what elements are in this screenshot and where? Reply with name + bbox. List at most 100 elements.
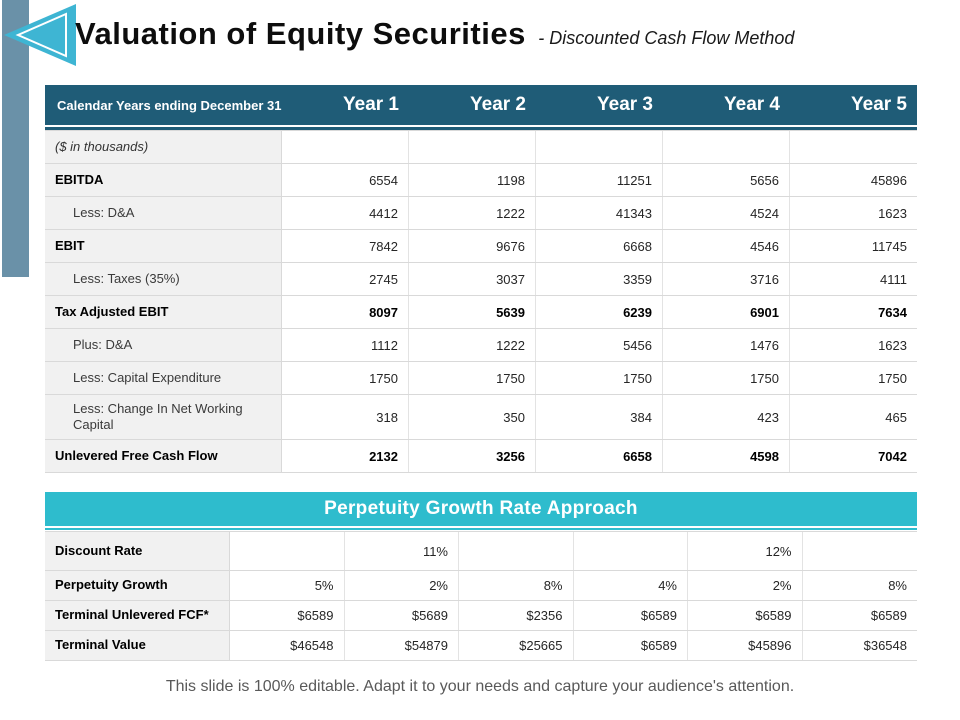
year-column-header: Year 3 (597, 94, 653, 115)
table-cell (230, 532, 345, 570)
page-subtitle: - Discounted Cash Flow Method (538, 28, 795, 48)
table-row: Less: D&A 4412 1222 41343 4524 1623 (45, 197, 917, 230)
table-row: ($ in thousands) (45, 130, 917, 164)
table-cell: 11251 (536, 164, 663, 196)
row-label: Less: Capital Expenditure (45, 362, 282, 394)
row-label: Less: Change In Net Working Capital (45, 395, 282, 439)
table-row: Less: Taxes (35%) 2745 3037 3359 3716 4111 (45, 263, 917, 296)
table-cell: 6239 (536, 296, 663, 328)
table-cell: $54879 (344, 631, 459, 660)
table-cell: $46548 (230, 631, 345, 660)
table-cell: 3716 (663, 263, 790, 295)
table-cell: $6589 (688, 601, 803, 630)
year-column-header: Year 5 (851, 94, 907, 115)
table-cell: 6901 (663, 296, 790, 328)
table-cell: 2% (344, 571, 459, 600)
table-cell: 11745 (790, 230, 917, 262)
row-label: Less: D&A (45, 197, 282, 229)
table-cell (409, 131, 536, 163)
header-accent-line (45, 125, 917, 130)
table-row: Terminal Unlevered FCF* $6589 $5689 $2356 $6… (45, 601, 917, 631)
table-cell: 1112 (282, 329, 409, 361)
table-cell: 1750 (663, 362, 790, 394)
dcf-header-label: Calendar Years ending December 31 (57, 97, 282, 113)
table-cell: 2% (688, 571, 803, 600)
row-label: Perpetuity Growth (45, 571, 230, 600)
table-cell: 12% (688, 532, 803, 570)
table-row: Plus: D&A 1112 1222 5456 1476 1623 (45, 329, 917, 362)
perpetuity-table-body: Discount Rate 11% 12% Perpetuity Growth 5% 2%… (45, 531, 917, 661)
table-cell: $6589 (573, 601, 688, 630)
title-block: Valuation of Equity Securities - Discoun… (75, 16, 940, 52)
left-arrow-icon (3, 3, 77, 74)
table-row: Less: Capital Expenditure 1750 1750 1750 175… (45, 362, 917, 395)
table-cell: $25665 (459, 631, 574, 660)
table-cell: 2132 (282, 440, 409, 472)
table-cell: 41343 (536, 197, 663, 229)
table-cell: 1222 (409, 197, 536, 229)
table-cell (573, 532, 688, 570)
table-cell: 1623 (790, 329, 917, 361)
dcf-table-header-row: Calendar Years ending December 31 Year 1… (45, 85, 917, 125)
table-cell: 6554 (282, 164, 409, 196)
footer-note: This slide is 100% editable. Adapt it to… (165, 678, 795, 695)
table-cell (282, 131, 409, 163)
year-column-header: Year 4 (724, 94, 780, 115)
row-label: EBIT (45, 230, 282, 262)
table-cell: 3037 (409, 263, 536, 295)
table-cell: 4% (573, 571, 688, 600)
table-cell: 3256 (409, 440, 536, 472)
table-cell: 1750 (409, 362, 536, 394)
table-row: EBITDA 6554 1198 11251 5656 45896 (45, 164, 917, 197)
table-cell: $6589 (230, 601, 345, 630)
table-cell: 4598 (663, 440, 790, 472)
row-label: Less: Taxes (35%) (45, 263, 282, 295)
row-label: Plus: D&A (45, 329, 282, 361)
table-cell: 7042 (790, 440, 917, 472)
table-cell: 9676 (409, 230, 536, 262)
page-title: Valuation of Equity Securities (75, 16, 526, 51)
table-cell: 1198 (409, 164, 536, 196)
perpetuity-table: Perpetuity Growth Rate Approach Discount… (45, 492, 917, 661)
table-cell: 4546 (663, 230, 790, 262)
year-column-header: Year 2 (470, 94, 526, 115)
table-cell: 5% (230, 571, 345, 600)
perpetuity-band-title: Perpetuity Growth Rate Approach (45, 492, 917, 528)
table-cell: 8% (802, 571, 917, 600)
table-cell: 45896 (790, 164, 917, 196)
table-cell (663, 131, 790, 163)
table-cell: 1750 (790, 362, 917, 394)
table-cell: 7634 (790, 296, 917, 328)
table-cell: 4412 (282, 197, 409, 229)
row-label: Unlevered Free Cash Flow (45, 440, 282, 472)
table-cell: 7842 (282, 230, 409, 262)
table-cell: $6589 (802, 601, 917, 630)
table-cell: 5639 (409, 296, 536, 328)
table-row: EBIT 7842 9676 6668 4546 11745 (45, 230, 917, 263)
table-row: Perpetuity Growth 5% 2% 8% 4% 2% 8% (45, 571, 917, 601)
table-cell: 2745 (282, 263, 409, 295)
table-cell: 465 (790, 395, 917, 439)
table-cell (790, 131, 917, 163)
table-cell: 1476 (663, 329, 790, 361)
table-cell: 318 (282, 395, 409, 439)
table-row: Terminal Value $46548 $54879 $25665 $6589 $45… (45, 631, 917, 661)
row-label: ($ in thousands) (45, 131, 282, 163)
table-cell: 350 (409, 395, 536, 439)
table-cell: $6589 (573, 631, 688, 660)
table-cell: 11% (344, 532, 459, 570)
table-cell: $5689 (344, 601, 459, 630)
table-cell (536, 131, 663, 163)
side-accent-bar (2, 0, 29, 277)
table-row: Unlevered Free Cash Flow 2132 3256 6658 4598… (45, 440, 917, 473)
table-cell: 1750 (282, 362, 409, 394)
table-cell: $45896 (688, 631, 803, 660)
table-cell: 3359 (536, 263, 663, 295)
row-label: Discount Rate (45, 532, 230, 570)
year-column-header: Year 1 (343, 94, 399, 115)
table-cell: 1623 (790, 197, 917, 229)
table-cell: 6668 (536, 230, 663, 262)
table-cell: 1750 (536, 362, 663, 394)
table-cell (802, 532, 917, 570)
